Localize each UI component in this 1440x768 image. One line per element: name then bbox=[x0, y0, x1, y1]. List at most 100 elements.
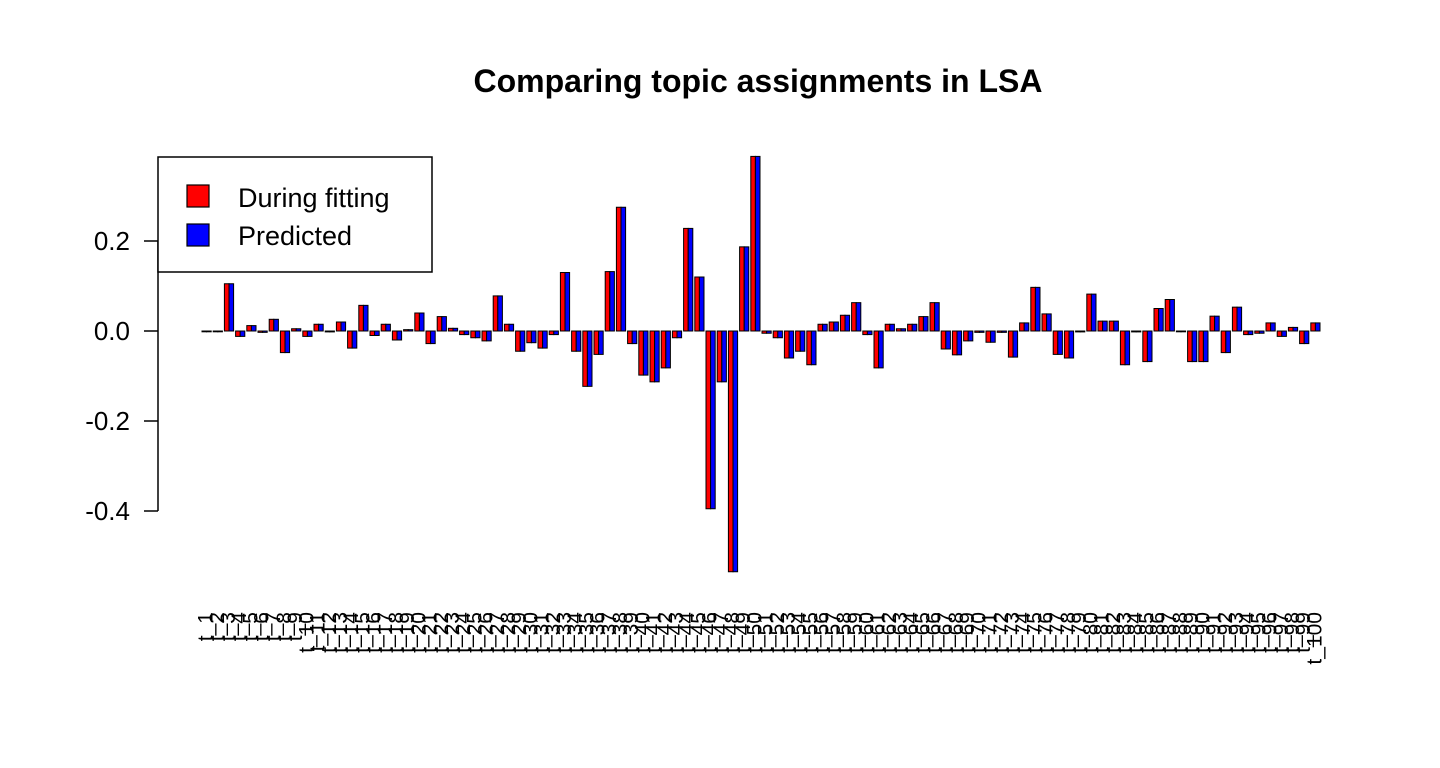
bar-during-fitting bbox=[783, 330, 790, 359]
bar-during-fitting bbox=[436, 316, 443, 332]
bar-during-fitting bbox=[940, 330, 947, 350]
bar-predicted bbox=[418, 312, 425, 332]
x-tick-label: t_70 bbox=[967, 612, 990, 653]
bar-during-fitting bbox=[369, 330, 376, 336]
bar-during-fitting bbox=[1231, 306, 1238, 332]
x-tick-label: t_60 bbox=[855, 612, 878, 653]
bar-during-fitting bbox=[1142, 330, 1148, 363]
y-tick-label: 0.0 bbox=[94, 316, 130, 346]
x-tick-label: t_47 bbox=[710, 612, 733, 653]
bar-predicted bbox=[822, 323, 828, 332]
x-tick-label: t_37 bbox=[598, 612, 621, 653]
bar-predicted bbox=[889, 323, 895, 332]
x-tick-label: t_52 bbox=[766, 612, 789, 653]
x-tick-label: t_3 bbox=[217, 612, 240, 641]
bar-predicted bbox=[1012, 330, 1019, 358]
bar-predicted bbox=[642, 330, 649, 376]
x-tick-label: t_61 bbox=[867, 612, 890, 653]
bar-during-fitting bbox=[291, 328, 297, 332]
bar-predicted bbox=[575, 330, 582, 352]
bar-predicted bbox=[710, 330, 716, 510]
x-tick-label: t_81 bbox=[1091, 612, 1114, 653]
bar-during-fitting bbox=[694, 276, 700, 332]
x-tick-label: t_55 bbox=[799, 612, 822, 653]
bar-predicted bbox=[1046, 313, 1052, 332]
x-tick-label: t_15 bbox=[351, 612, 374, 653]
x-tick-label: t_17 bbox=[374, 612, 397, 653]
bar-predicted bbox=[1258, 330, 1265, 334]
bar-during-fitting bbox=[1310, 322, 1316, 332]
bar-during-fitting bbox=[302, 330, 308, 337]
x-tick-label: t_13 bbox=[329, 612, 352, 653]
y-axis: -0.4 -0.2 0.0 0.2 bbox=[85, 226, 159, 526]
bar-predicted bbox=[978, 330, 985, 333]
x-tick-label: t_21 bbox=[419, 612, 442, 653]
bar-predicted bbox=[1079, 330, 1086, 333]
bar-during-fitting bbox=[1119, 330, 1126, 366]
x-tick-label: t_94 bbox=[1236, 612, 1259, 653]
x-tick-label: t_7 bbox=[262, 612, 285, 641]
x-tick-label: t_44 bbox=[676, 612, 699, 653]
x-tick-label: t_6 bbox=[251, 612, 274, 641]
bar-predicted bbox=[799, 330, 806, 352]
bar-predicted bbox=[497, 295, 503, 332]
x-tick-label: t_95 bbox=[1247, 612, 1270, 653]
bar-predicted bbox=[374, 330, 380, 336]
bar-predicted bbox=[430, 330, 436, 345]
x-tick-label: t_29 bbox=[508, 612, 531, 653]
bar-predicted bbox=[553, 330, 559, 336]
bar-during-fitting bbox=[313, 323, 320, 332]
x-tick-label: t_93 bbox=[1225, 612, 1248, 653]
x-tick-label: t_76 bbox=[1035, 612, 1058, 653]
bar-during-fitting bbox=[481, 330, 488, 342]
bar-during-fitting bbox=[235, 330, 241, 337]
x-tick-label: t_71 bbox=[979, 612, 1002, 653]
bar-predicted bbox=[934, 302, 940, 332]
bar-predicted bbox=[911, 323, 918, 332]
bar-predicted bbox=[284, 330, 291, 354]
bar-predicted bbox=[1158, 308, 1164, 332]
bar-during-fitting bbox=[1243, 330, 1249, 336]
x-tick-label: t_66 bbox=[923, 612, 946, 653]
bar-predicted bbox=[1191, 330, 1198, 363]
x-tick-label: t_49 bbox=[732, 612, 755, 653]
bar-predicted bbox=[1236, 306, 1243, 332]
bar-during-fitting bbox=[683, 227, 689, 332]
x-tick-label: t_36 bbox=[587, 612, 610, 653]
x-tick-label: t_26 bbox=[475, 612, 498, 653]
bar-during-fitting bbox=[447, 327, 454, 332]
bar-during-fitting bbox=[279, 330, 286, 354]
bar-predicted bbox=[810, 330, 817, 366]
bar-during-fitting bbox=[862, 330, 868, 336]
bar-during-fitting bbox=[627, 330, 633, 345]
legend-label-predicted: Predicted bbox=[238, 221, 352, 251]
bar-predicted bbox=[654, 330, 660, 383]
bar-during-fitting bbox=[716, 330, 723, 383]
x-tick-label: t_45 bbox=[687, 612, 710, 653]
bar-during-fitting bbox=[223, 283, 230, 332]
bar-predicted bbox=[351, 330, 358, 349]
x-tick-label: t_33 bbox=[553, 612, 576, 653]
bar-predicted bbox=[620, 206, 627, 332]
bar-during-fitting bbox=[503, 323, 510, 332]
x-tick-label: t_31 bbox=[531, 612, 554, 653]
x-tick-label: t_8 bbox=[273, 612, 296, 641]
bar-predicted bbox=[598, 330, 604, 355]
bar-during-fitting bbox=[1086, 293, 1092, 332]
bar-during-fitting bbox=[1265, 322, 1272, 332]
bar-predicted bbox=[609, 271, 615, 332]
x-tick-label: t_62 bbox=[878, 612, 901, 653]
bar-predicted bbox=[530, 330, 537, 344]
legend-swatch-predicted bbox=[186, 223, 210, 247]
bar-during-fitting bbox=[335, 321, 342, 332]
bar-during-fitting bbox=[391, 330, 398, 341]
bar-predicted bbox=[754, 155, 761, 332]
bar-during-fitting bbox=[929, 302, 936, 332]
x-tick-label: t_27 bbox=[486, 612, 509, 653]
x-tick-label: t_18 bbox=[385, 612, 408, 653]
bar-predicted bbox=[878, 330, 884, 369]
bar-predicted bbox=[945, 330, 951, 350]
legend-swatch-during-fitting bbox=[186, 184, 210, 208]
x-tick-label: t_16 bbox=[363, 612, 386, 653]
bar-during-fitting bbox=[1198, 330, 1204, 363]
